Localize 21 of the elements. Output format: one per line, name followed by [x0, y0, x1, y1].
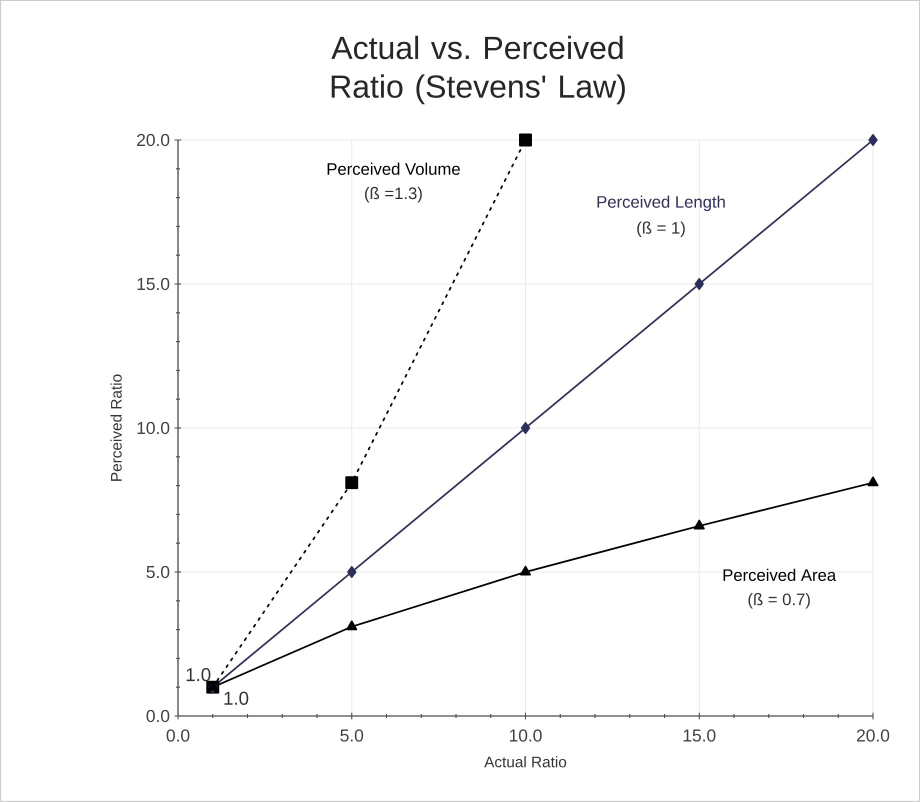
annotation: (ß = 1): [637, 221, 685, 238]
y-tick-label: 15.0: [138, 278, 170, 290]
text: Perceived Volume: [328, 162, 460, 175]
y-tick-label: 0.0: [146, 710, 170, 722]
annotation: 1.0: [224, 692, 248, 705]
x-tick-label: 20.0: [857, 729, 890, 742]
text: Perceived Length: [598, 196, 725, 212]
x-tick-label: 10.0: [510, 729, 542, 742]
annotation: (ß = 0.7): [748, 593, 810, 609]
x-tick-label: 15.0: [684, 729, 716, 742]
y-axis-title: Perceived Ratio: [110, 374, 122, 481]
x-tick-label: 5.0: [340, 729, 364, 742]
y-tick-label: 20.0: [137, 134, 170, 146]
chart-title: Actual vs. Perceived Ratio (Stevens' Law): [331, 36, 625, 104]
annotation: 1.0: [186, 668, 210, 682]
y-tick-label: 10.0: [138, 422, 170, 434]
x-tick-label: 0.0: [166, 729, 190, 742]
y-tick-label: 5.0: [146, 566, 170, 578]
text: Perceived Area: [724, 568, 836, 581]
x-axis-title: Actual Ratio: [484, 756, 566, 768]
annotation: (ß =1.3): [365, 186, 422, 202]
